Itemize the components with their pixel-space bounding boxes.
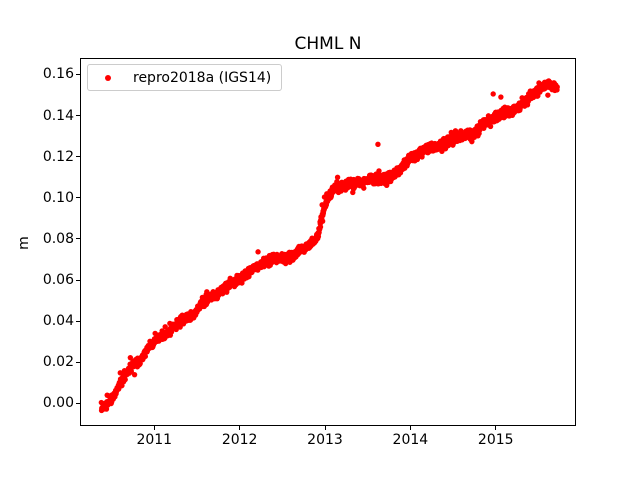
y-tick-label: 0.10	[42, 189, 74, 206]
y-tick-mark	[76, 156, 80, 158]
x-tick-label: 2012	[221, 432, 258, 448]
y-tick-label: 0.00	[42, 395, 74, 412]
y-tick-label: 0.16	[42, 66, 74, 83]
x-tick-mark	[153, 426, 155, 430]
y-tick-mark	[76, 197, 80, 199]
chart-title: CHML N	[294, 34, 362, 54]
legend-label: repro2018a (IGS14)	[133, 69, 272, 86]
x-tick-mark	[239, 426, 241, 430]
y-tick-label: 0.06	[42, 272, 74, 289]
y-tick-label: 0.08	[42, 230, 74, 247]
x-tick-mark	[495, 426, 497, 430]
y-tick-mark	[76, 73, 80, 75]
plot-area	[80, 58, 576, 426]
x-tick-mark	[324, 426, 326, 430]
y-tick-mark	[76, 402, 80, 404]
y-tick-label: 0.02	[42, 354, 74, 371]
y-tick-label: 0.12	[42, 148, 74, 165]
x-tick-mark	[409, 426, 411, 430]
scatter-canvas	[81, 59, 575, 425]
y-tick-mark	[76, 279, 80, 281]
x-tick-label: 2015	[477, 432, 514, 448]
x-tick-label: 2013	[307, 432, 343, 448]
y-tick-label: 0.04	[42, 313, 74, 330]
y-tick-mark	[76, 361, 80, 363]
y-tick-mark	[76, 115, 80, 117]
x-tick-label: 2014	[392, 432, 429, 448]
y-tick-mark	[76, 238, 80, 240]
y-tick-mark	[76, 320, 80, 322]
y-tick-label: 0.14	[42, 107, 74, 124]
legend: repro2018a (IGS14)	[87, 64, 282, 91]
legend-marker-icon	[105, 74, 111, 81]
x-tick-label: 2011	[136, 432, 173, 448]
